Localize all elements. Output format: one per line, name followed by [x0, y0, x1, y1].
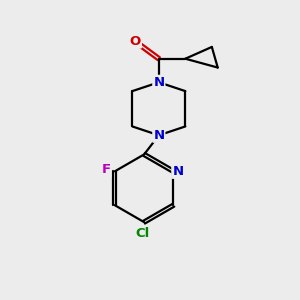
Text: F: F [101, 164, 110, 176]
Text: N: N [153, 129, 164, 142]
Text: N: N [153, 76, 164, 89]
Text: Cl: Cl [136, 227, 150, 240]
Text: O: O [130, 34, 141, 48]
Text: N: N [172, 165, 183, 178]
